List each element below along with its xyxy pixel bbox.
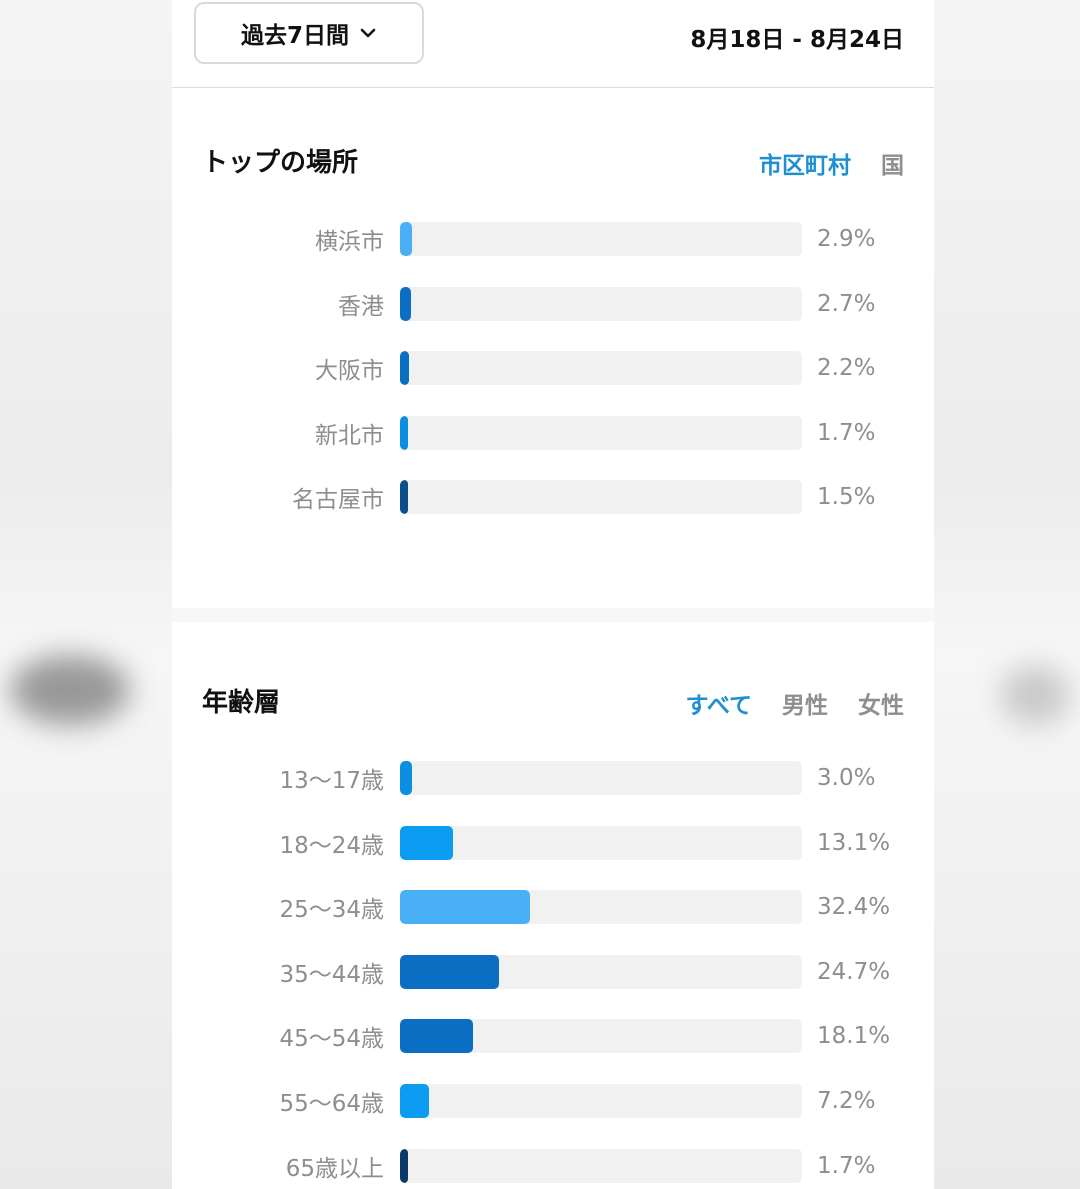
filter-country[interactable]: 国 — [881, 153, 904, 179]
location-label: 新北市 — [315, 422, 384, 449]
age-bar-track — [400, 954, 802, 989]
age-value: 13.1% — [817, 829, 891, 856]
location-bar-track — [400, 286, 802, 321]
location-bar-track — [400, 415, 802, 450]
age-groups-title: 年齢層 — [202, 688, 281, 718]
location-row: 新北市 1.7% — [172, 415, 934, 451]
age-bar-track — [400, 825, 802, 860]
age-row: 35〜44歳 24.7% — [172, 954, 934, 990]
background-blur-left — [10, 655, 130, 725]
insights-panel: 過去7日間 8月18日 - 8月24日 トップの場所 市区町村 国 横浜市 2.9… — [172, 0, 934, 1189]
top-locations-title: トップの場所 — [202, 148, 359, 178]
location-row: 大阪市 2.2% — [172, 350, 934, 386]
age-filters: すべて 男性 女性 — [686, 686, 904, 720]
location-bar-track — [400, 351, 802, 386]
location-bar — [400, 286, 411, 321]
age-bar-track — [400, 1019, 802, 1054]
age-bar — [400, 954, 500, 989]
age-row: 55〜64歳 7.2% — [172, 1083, 934, 1119]
age-label: 65歳以上 — [285, 1155, 384, 1182]
age-bar — [400, 1084, 429, 1118]
age-label: 18〜24歳 — [279, 832, 384, 859]
age-label: 35〜44歳 — [279, 961, 384, 988]
age-row: 18〜24歳 13.1% — [172, 825, 934, 861]
background-right — [934, 0, 1080, 1189]
location-bar — [400, 222, 412, 256]
age-bar — [400, 825, 453, 860]
location-bar — [400, 351, 409, 386]
filter-city[interactable]: 市区町村 — [759, 153, 851, 179]
location-row: 香港 2.7% — [172, 286, 934, 322]
age-bar-track — [400, 761, 802, 795]
age-value: 24.7% — [817, 958, 891, 985]
location-bar — [400, 415, 408, 450]
age-label: 25〜34歳 — [279, 897, 384, 924]
age-value: 18.1% — [817, 1023, 891, 1050]
age-value: 3.0% — [817, 765, 876, 791]
age-row: 13〜17歳 3.0% — [172, 760, 934, 796]
location-value: 1.5% — [817, 484, 876, 511]
age-bar — [400, 1148, 408, 1183]
location-value: 2.2% — [817, 355, 876, 382]
period-label: 過去7日間 — [240, 23, 349, 49]
location-value: 1.7% — [817, 419, 876, 446]
location-value: 2.7% — [817, 290, 876, 317]
location-value: 2.9% — [817, 226, 876, 252]
header: 過去7日間 8月18日 - 8月24日 — [172, 0, 934, 88]
age-label: 55〜64歳 — [279, 1091, 384, 1117]
age-row: 65歳以上 1.7% — [172, 1148, 934, 1184]
section-divider — [172, 608, 934, 622]
location-row: 横浜市 2.9% — [172, 221, 934, 257]
age-row: 25〜34歳 32.4% — [172, 889, 934, 925]
age-label: 13〜17歳 — [279, 768, 384, 794]
location-bar-track — [400, 222, 802, 256]
filter-all[interactable]: すべて — [685, 693, 752, 719]
period-dropdown[interactable]: 過去7日間 — [194, 2, 424, 64]
date-range: 8月18日 - 8月24日 — [690, 27, 904, 53]
background-left — [0, 0, 172, 1189]
age-value: 7.2% — [817, 1088, 876, 1114]
chevron-down-icon — [360, 28, 376, 38]
location-filters: 市区町村 国 — [759, 146, 904, 180]
background-blur-right — [1000, 665, 1070, 725]
location-label: 横浜市 — [315, 229, 384, 255]
age-value: 1.7% — [817, 1152, 876, 1179]
age-row: 45〜54歳 18.1% — [172, 1018, 934, 1054]
location-bar-track — [400, 480, 802, 515]
location-bar — [400, 480, 408, 515]
location-label: 大阪市 — [315, 358, 384, 385]
age-bar — [400, 1019, 473, 1054]
filter-male[interactable]: 男性 — [782, 693, 828, 719]
age-bar — [400, 890, 531, 925]
age-label: 45〜54歳 — [279, 1026, 384, 1053]
filter-female[interactable]: 女性 — [858, 693, 904, 719]
location-label: 名古屋市 — [292, 487, 384, 514]
age-value: 32.4% — [817, 894, 891, 921]
location-label: 香港 — [338, 293, 384, 320]
age-bar — [400, 761, 413, 795]
age-bar-track — [400, 1148, 802, 1183]
age-bar-track — [400, 890, 802, 925]
location-row: 名古屋市 1.5% — [172, 479, 934, 515]
age-bar-track — [400, 1084, 802, 1118]
